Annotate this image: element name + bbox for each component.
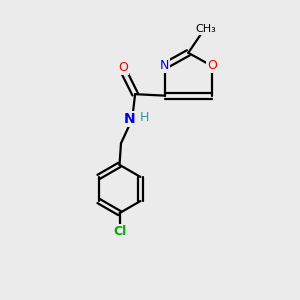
Text: H: H [140,111,149,124]
Text: Cl: Cl [113,226,126,238]
Text: N: N [123,112,135,126]
Text: O: O [207,59,217,73]
Text: O: O [118,61,128,74]
Text: N: N [160,59,169,73]
Text: CH₃: CH₃ [196,24,216,34]
